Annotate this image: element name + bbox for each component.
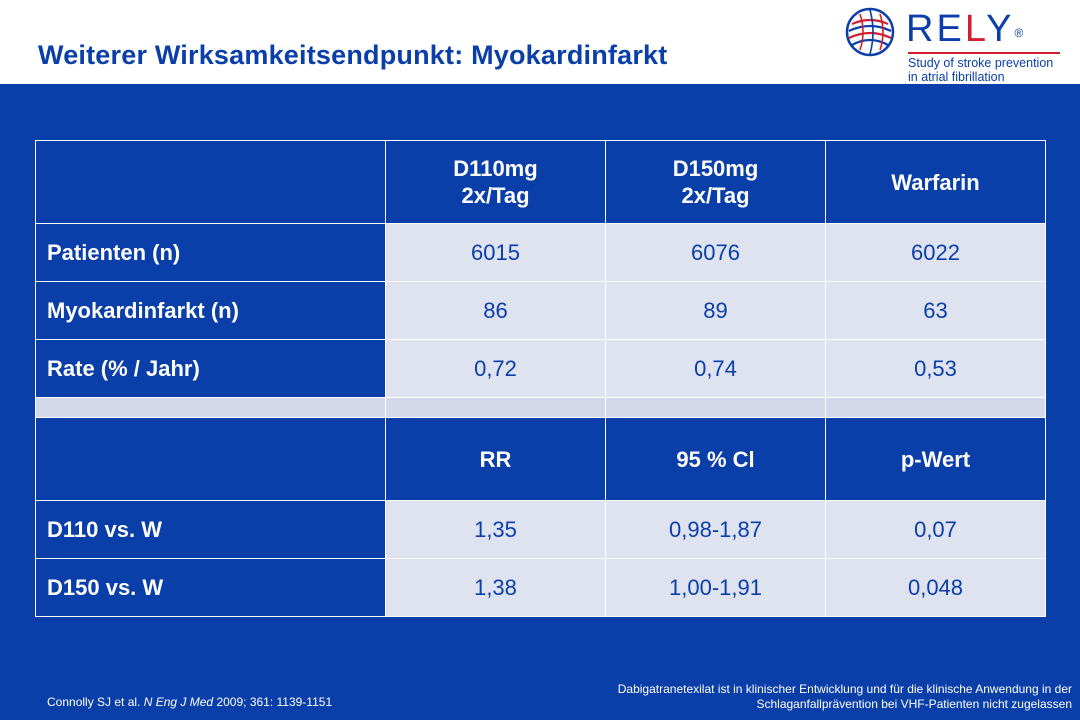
table-spacer-row bbox=[35, 397, 1046, 418]
rely-wordmark: RELY® bbox=[906, 8, 1024, 50]
header-warfarin: Warfarin bbox=[825, 140, 1046, 224]
rely-globe-icon bbox=[845, 7, 895, 57]
table-cell: 6076 bbox=[605, 223, 826, 282]
row-label: D110 vs. W bbox=[35, 500, 386, 559]
table-row: D110 vs. W 1,35 0,98-1,87 0,07 bbox=[35, 500, 1046, 559]
header-rr: RR bbox=[385, 417, 606, 501]
citation: Connolly SJ et al. N Eng J Med 2009; 361… bbox=[47, 695, 333, 709]
table-cell: 1,00-1,91 bbox=[605, 558, 826, 617]
table-cell: 0,53 bbox=[825, 339, 1046, 398]
table-cell: 1,35 bbox=[385, 500, 606, 559]
header-d150: D150mg 2x/Tag bbox=[605, 140, 826, 224]
table-row: Myokardinfarkt (n) 86 89 63 bbox=[35, 281, 1046, 340]
results-table: D110mg 2x/Tag D150mg 2x/Tag Warfarin Patie… bbox=[35, 140, 1046, 617]
rely-logo: RELY® Study of stroke prevention in atri… bbox=[840, 4, 1076, 84]
table-cell: 0,72 bbox=[385, 339, 606, 398]
table-header-row: D110mg 2x/Tag D150mg 2x/Tag Warfarin bbox=[35, 140, 1046, 224]
table-header-row: RR 95 % Cl p-Wert bbox=[35, 417, 1046, 501]
table-row: Rate (% / Jahr) 0,72 0,74 0,53 bbox=[35, 339, 1046, 398]
row-label: Patienten (n) bbox=[35, 223, 386, 282]
disclaimer: Dabigatranetexilat ist in klinischer Ent… bbox=[617, 682, 1072, 711]
table-row: D150 vs. W 1,38 1,00-1,91 0,048 bbox=[35, 558, 1046, 617]
slide-title: Weiterer Wirksamkeitsendpunkt: Myokardin… bbox=[38, 40, 668, 70]
table-cell: 0,74 bbox=[605, 339, 826, 398]
table-cell: 0,07 bbox=[825, 500, 1046, 559]
row-label: Myokardinfarkt (n) bbox=[35, 281, 386, 340]
table-cell: 0,98-1,87 bbox=[605, 500, 826, 559]
table-cell: 86 bbox=[385, 281, 606, 340]
header-ci: 95 % Cl bbox=[605, 417, 826, 501]
header-p-value: p-Wert bbox=[825, 417, 1046, 501]
table-cell: 89 bbox=[605, 281, 826, 340]
row-label: Rate (% / Jahr) bbox=[35, 339, 386, 398]
table-row: Patienten (n) 6015 6076 6022 bbox=[35, 223, 1046, 282]
header-d110: D110mg 2x/Tag bbox=[385, 140, 606, 224]
table-cell: 1,38 bbox=[385, 558, 606, 617]
table-cell: 0,048 bbox=[825, 558, 1046, 617]
table-cell: 63 bbox=[825, 281, 1046, 340]
header-empty-cell bbox=[35, 417, 386, 501]
header-empty-cell bbox=[35, 140, 386, 224]
logo-tagline: Study of stroke prevention in atrial fib… bbox=[908, 56, 1054, 84]
table-cell: 6022 bbox=[825, 223, 1046, 282]
row-label: D150 vs. W bbox=[35, 558, 386, 617]
table-cell: 6015 bbox=[385, 223, 606, 282]
slide-header: Weiterer Wirksamkeitsendpunkt: Myokardin… bbox=[0, 0, 1080, 84]
logo-divider bbox=[908, 52, 1060, 54]
